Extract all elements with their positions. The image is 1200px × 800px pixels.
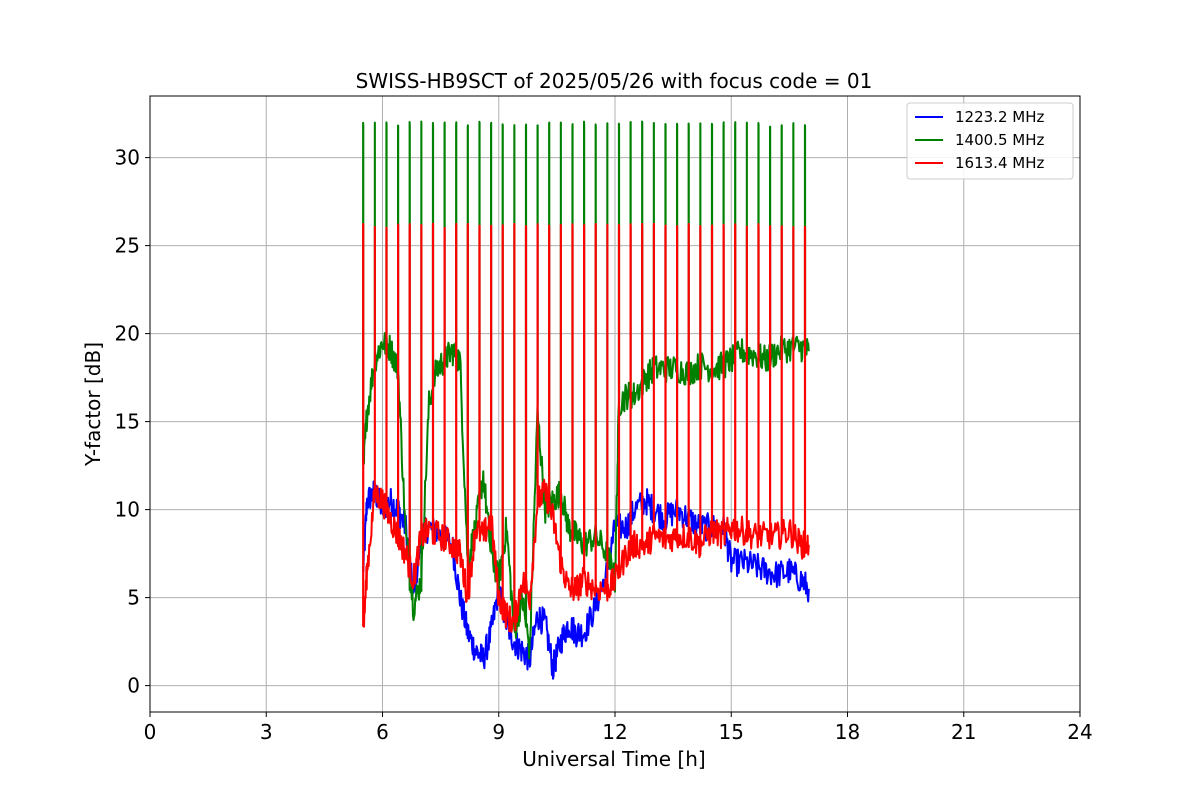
x-tick-label: 9 <box>492 720 505 744</box>
y-tick-label: 5 <box>127 586 140 610</box>
x-tick-label: 6 <box>376 720 389 744</box>
x-tick-label: 15 <box>719 720 744 744</box>
y-tick-label: 15 <box>115 410 140 434</box>
y-tick-label: 0 <box>127 674 140 698</box>
legend-label: 1613.4 MHz <box>955 154 1044 172</box>
series-group <box>362 120 810 680</box>
x-tick-label: 12 <box>602 720 627 744</box>
legend-label: 1400.5 MHz <box>955 131 1044 149</box>
x-tick-label: 21 <box>951 720 976 744</box>
x-tick-label: 3 <box>260 720 273 744</box>
x-tick-label: 24 <box>1067 720 1092 744</box>
legend-label: 1223.2 MHz <box>955 108 1044 126</box>
chart-title: SWISS-HB9SCT of 2025/05/26 with focus co… <box>356 69 873 93</box>
x-tick-label: 18 <box>835 720 860 744</box>
y-tick-label: 25 <box>115 234 140 258</box>
plot-area <box>362 120 810 680</box>
x-axis-label: Universal Time [h] <box>522 747 705 771</box>
x-tick-label: 0 <box>144 720 157 744</box>
legend-box <box>906 102 1074 180</box>
y-tick-label: 20 <box>115 322 140 346</box>
ticks: 0 3 6 9 12 15 18 21 24 0 5 10 15 20 25 30 <box>115 146 1093 744</box>
y-tick-label: 30 <box>115 146 140 170</box>
y-axis-label: Y-factor [dB] <box>81 342 105 467</box>
series-line-3 <box>362 222 810 633</box>
y-tick-label: 10 <box>115 498 140 522</box>
legend: 1223.2 MHz 1400.5 MHz 1613.4 MHz <box>906 102 1074 180</box>
